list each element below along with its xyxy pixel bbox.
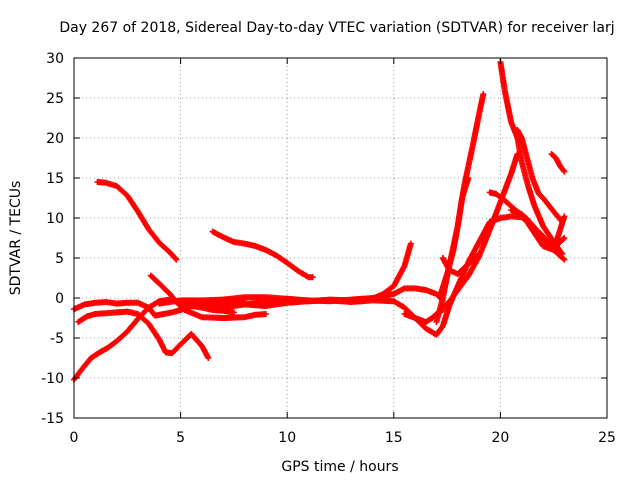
- x-tick-label: 5: [176, 430, 185, 446]
- x-axis-label: GPS time / hours: [281, 459, 398, 475]
- data-point-marker: [561, 168, 568, 175]
- x-tick-label: 20: [491, 430, 509, 446]
- x-tick-label: 10: [278, 430, 296, 446]
- data-point-marker: [262, 311, 269, 317]
- data-point-marker: [559, 251, 566, 257]
- y-tick-label: 0: [55, 291, 64, 307]
- data-point-marker: [560, 236, 567, 242]
- y-tick-label: 10: [46, 211, 64, 227]
- y-tick-label: -5: [50, 331, 64, 347]
- series-arc-e: [75, 308, 212, 361]
- data-point-marker: [561, 213, 568, 220]
- y-tick-label: 20: [46, 131, 64, 147]
- y-tick-label: -10: [41, 371, 64, 387]
- data-point-marker: [173, 256, 180, 263]
- y-axis-label: SDTVAR / TECUs: [8, 181, 24, 296]
- axis-ticks: 0 5 10 15 20 25 -15 -10 -5 0 5 10 15 20 25 30: [41, 51, 616, 446]
- data-point-marker: [407, 240, 414, 247]
- series-arc-f: [147, 272, 269, 321]
- plot-frame: [73, 57, 608, 419]
- data-point-marker: [561, 256, 568, 263]
- series-arc-s: [508, 207, 568, 253]
- data-series: [71, 59, 568, 383]
- series-arc-p: [514, 127, 566, 225]
- data-point-marker: [480, 91, 487, 97]
- series-arc-o: [497, 59, 566, 257]
- x-tick-label: 15: [385, 430, 403, 446]
- y-tick-label: 30: [46, 51, 64, 67]
- y-tick-label: -15: [41, 411, 64, 427]
- data-point-marker: [309, 274, 316, 281]
- y-tick-label: 5: [55, 251, 64, 267]
- series-arc-b: [209, 228, 316, 281]
- series-arc-i: [220, 213, 568, 338]
- x-tick-label: 0: [70, 430, 79, 446]
- data-point-marker: [465, 175, 472, 181]
- chart-title: Day 267 of 2018, Sidereal Day-to-day VTE…: [59, 20, 614, 36]
- series-arc-d: [71, 298, 248, 319]
- x-tick-label: 25: [598, 430, 616, 446]
- data-point-marker: [172, 255, 179, 262]
- data-point-marker: [561, 235, 568, 241]
- series-arc-n: [439, 151, 521, 311]
- series-arc-q: [548, 151, 568, 175]
- y-tick-label: 25: [46, 91, 64, 107]
- data-point-marker: [560, 255, 567, 262]
- data-point-marker: [560, 167, 567, 174]
- data-point-marker: [230, 309, 237, 316]
- series-arc-a: [94, 179, 180, 263]
- y-tick-label: 15: [46, 171, 64, 187]
- series-arc-c: [71, 296, 237, 383]
- data-point-marker: [205, 355, 212, 361]
